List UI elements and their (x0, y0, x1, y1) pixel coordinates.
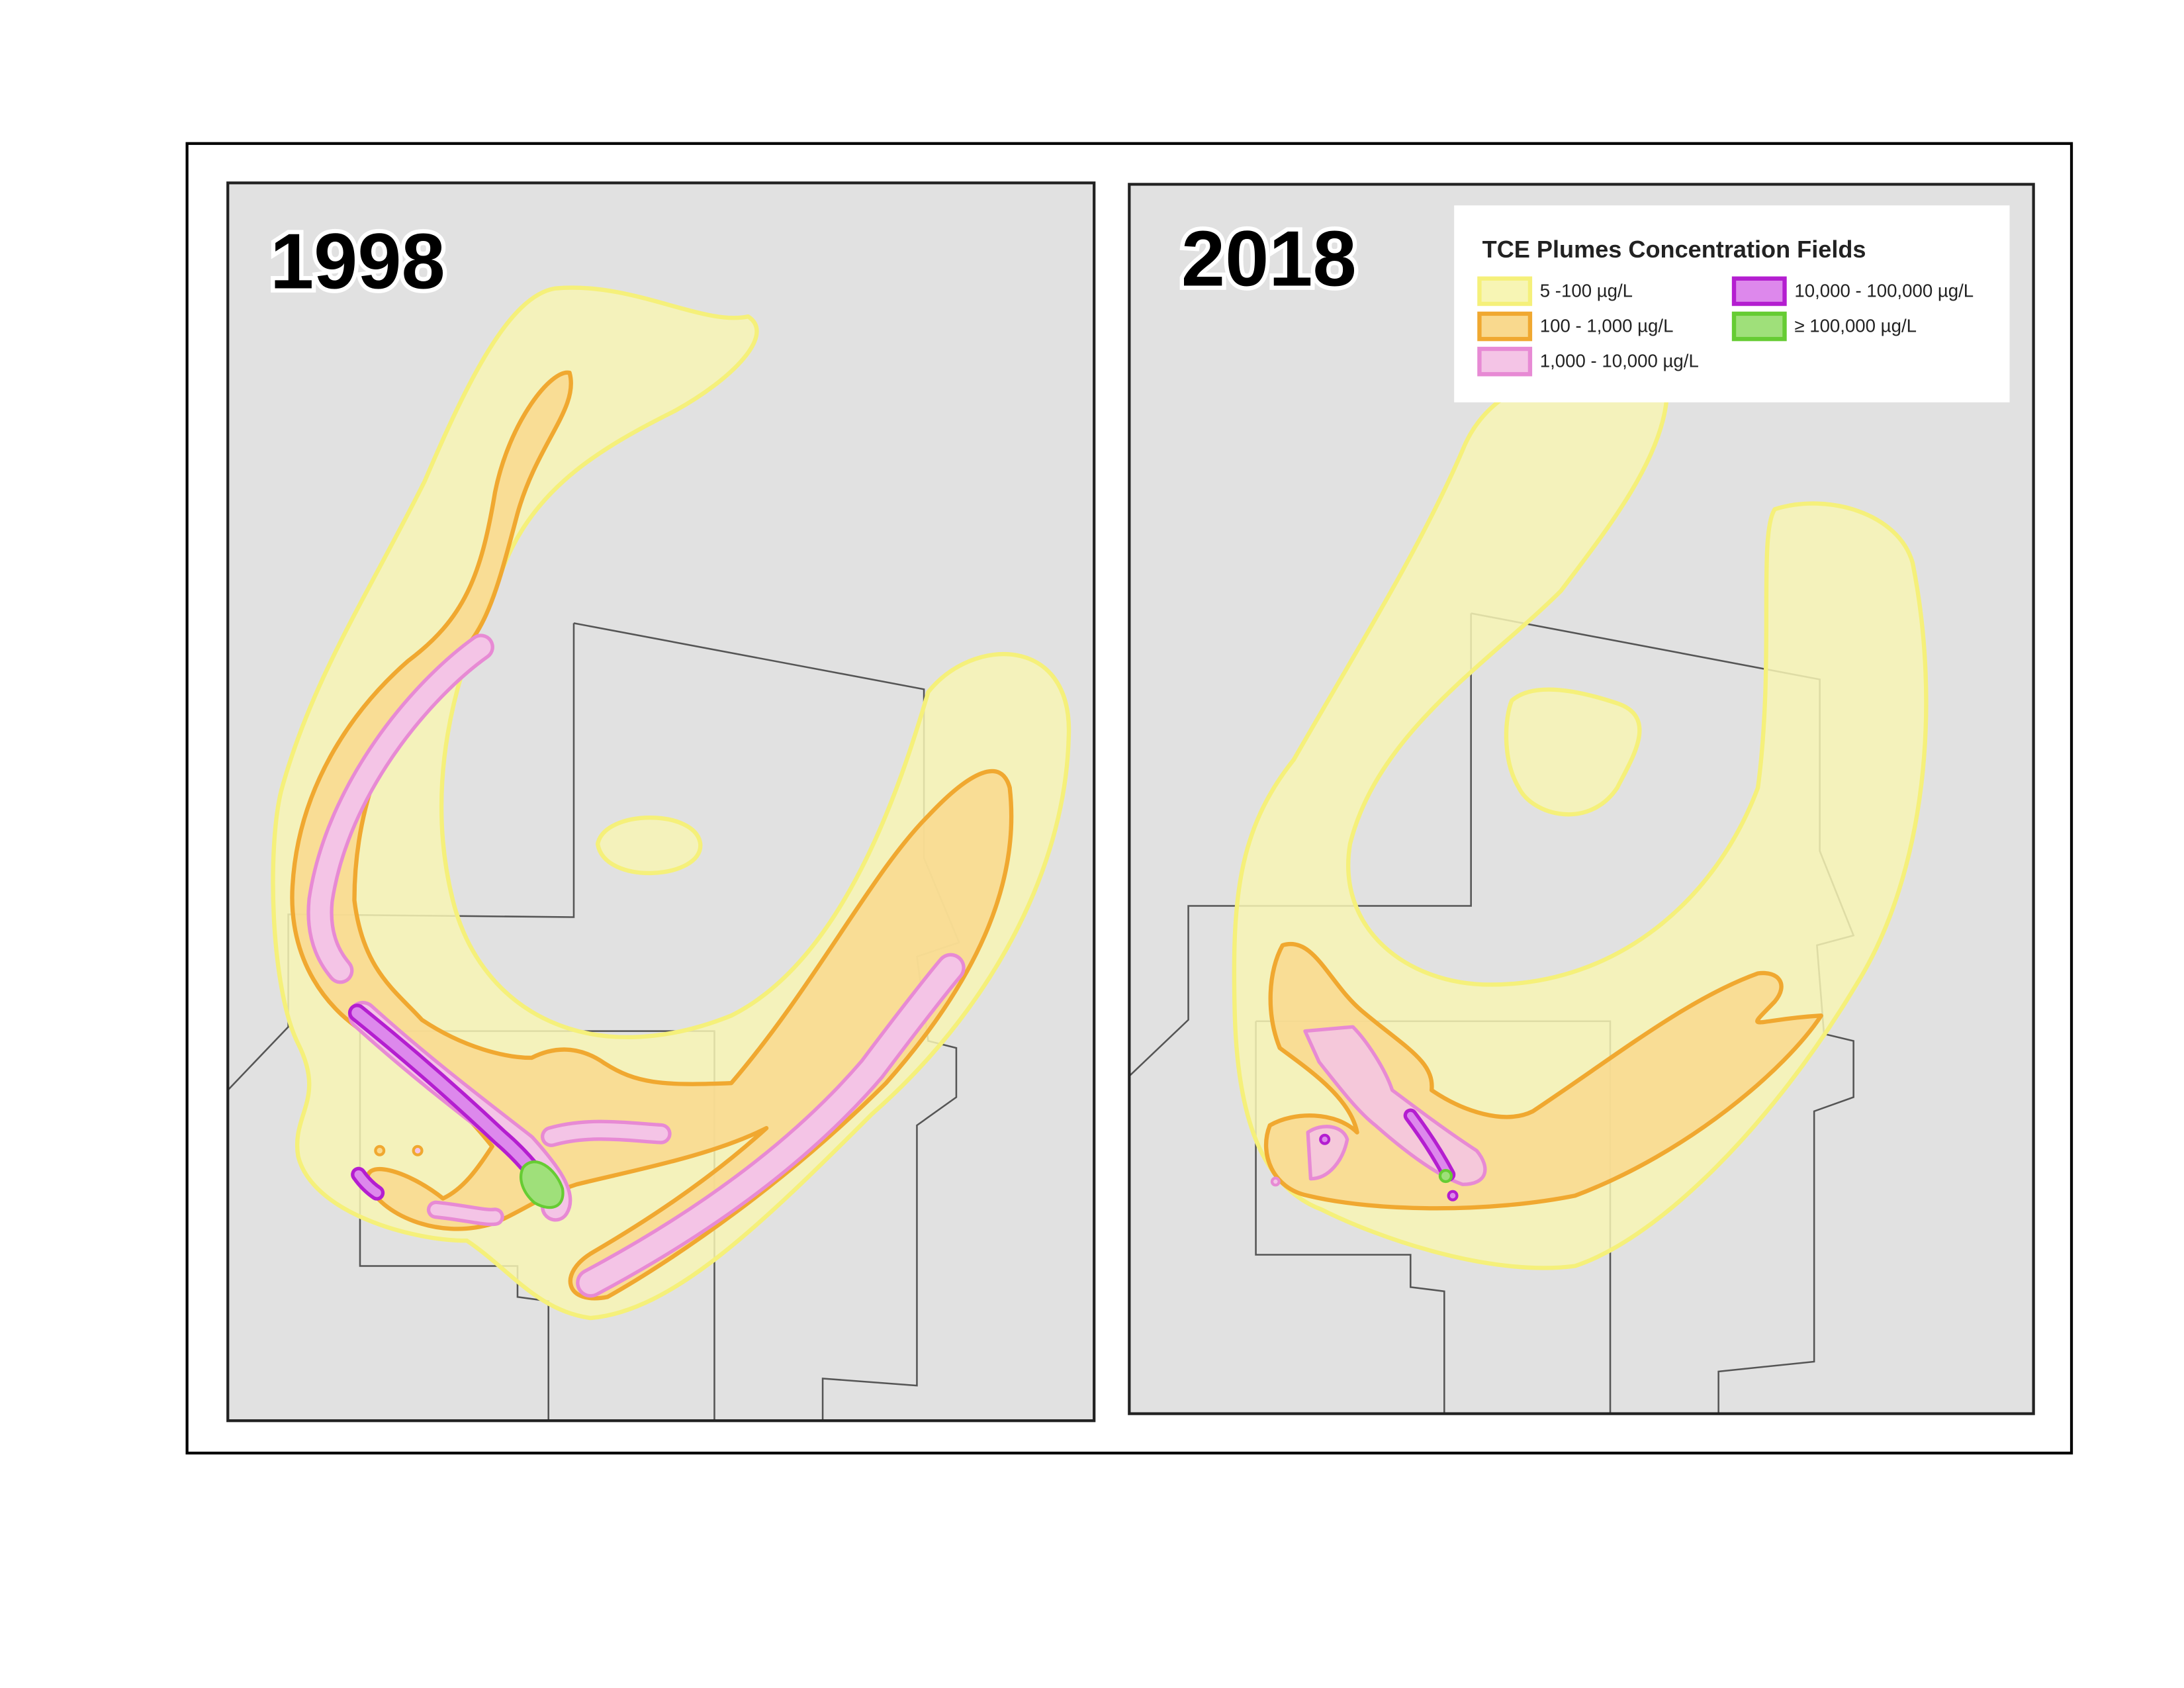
legend-label: 10,000 - 100,000 µg/L (1794, 280, 1974, 301)
boundary-line (1255, 1021, 1445, 1414)
plume (290, 370, 1014, 1301)
panel-year: 2018 (1181, 214, 1357, 303)
plume (1447, 1190, 1459, 1201)
plume (1319, 1133, 1331, 1145)
legend-title: TCE Plumes Concentration Fields (1482, 236, 1866, 263)
panel-year: 1998 (270, 218, 445, 306)
legend: TCE Plumes Concentration Fields 5 -100 µ… (1454, 205, 2010, 402)
legend-swatch (1477, 276, 1533, 306)
plume (1306, 1125, 1349, 1181)
legend-label: 100 - 1,000 µg/L (1540, 316, 1674, 336)
plume (412, 1145, 424, 1156)
plume (430, 1203, 501, 1223)
panel-2018-map (1129, 374, 1929, 1414)
legend-label: 1,000 - 10,000 µg/L (1540, 351, 1699, 371)
legend-swatch (1477, 311, 1533, 342)
legend-swatch (1731, 276, 1787, 306)
plume (595, 815, 703, 876)
plume (1438, 1168, 1453, 1184)
plume (520, 1160, 565, 1209)
legend-swatch (1731, 311, 1787, 342)
plume (310, 637, 491, 981)
panel-frame (226, 181, 1096, 1423)
legend-swatch (1477, 346, 1533, 377)
panel-frame (1128, 183, 2035, 1415)
plume (544, 1123, 668, 1144)
legend-label: 5 -100 µg/L (1540, 280, 1633, 301)
plume (579, 956, 962, 1294)
plume (1406, 1111, 1452, 1178)
plume (374, 1145, 386, 1156)
plume (354, 1170, 381, 1197)
panel-1998-map (228, 285, 1071, 1421)
plume (1504, 687, 1642, 817)
plume (1270, 1176, 1281, 1187)
legend-label: ≥ 100,000 µg/L (1794, 316, 1917, 336)
boundary-line (1129, 613, 1472, 1077)
plume (1303, 1025, 1487, 1186)
